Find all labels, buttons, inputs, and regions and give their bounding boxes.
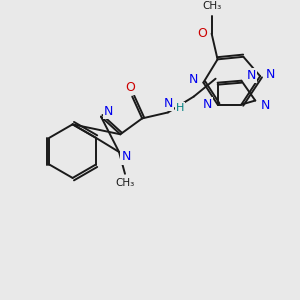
Text: N: N [104, 105, 114, 118]
Text: N: N [189, 73, 198, 86]
Text: CH₃: CH₃ [202, 1, 221, 11]
Text: N: N [203, 98, 212, 111]
Text: N: N [247, 69, 256, 82]
Text: N: N [266, 68, 275, 81]
Text: O: O [125, 81, 135, 94]
Text: H: H [176, 103, 184, 113]
Text: CH₃: CH₃ [116, 178, 135, 188]
Text: N: N [163, 97, 172, 110]
Text: O: O [198, 27, 208, 40]
Text: N: N [260, 99, 270, 112]
Text: N: N [121, 150, 131, 164]
